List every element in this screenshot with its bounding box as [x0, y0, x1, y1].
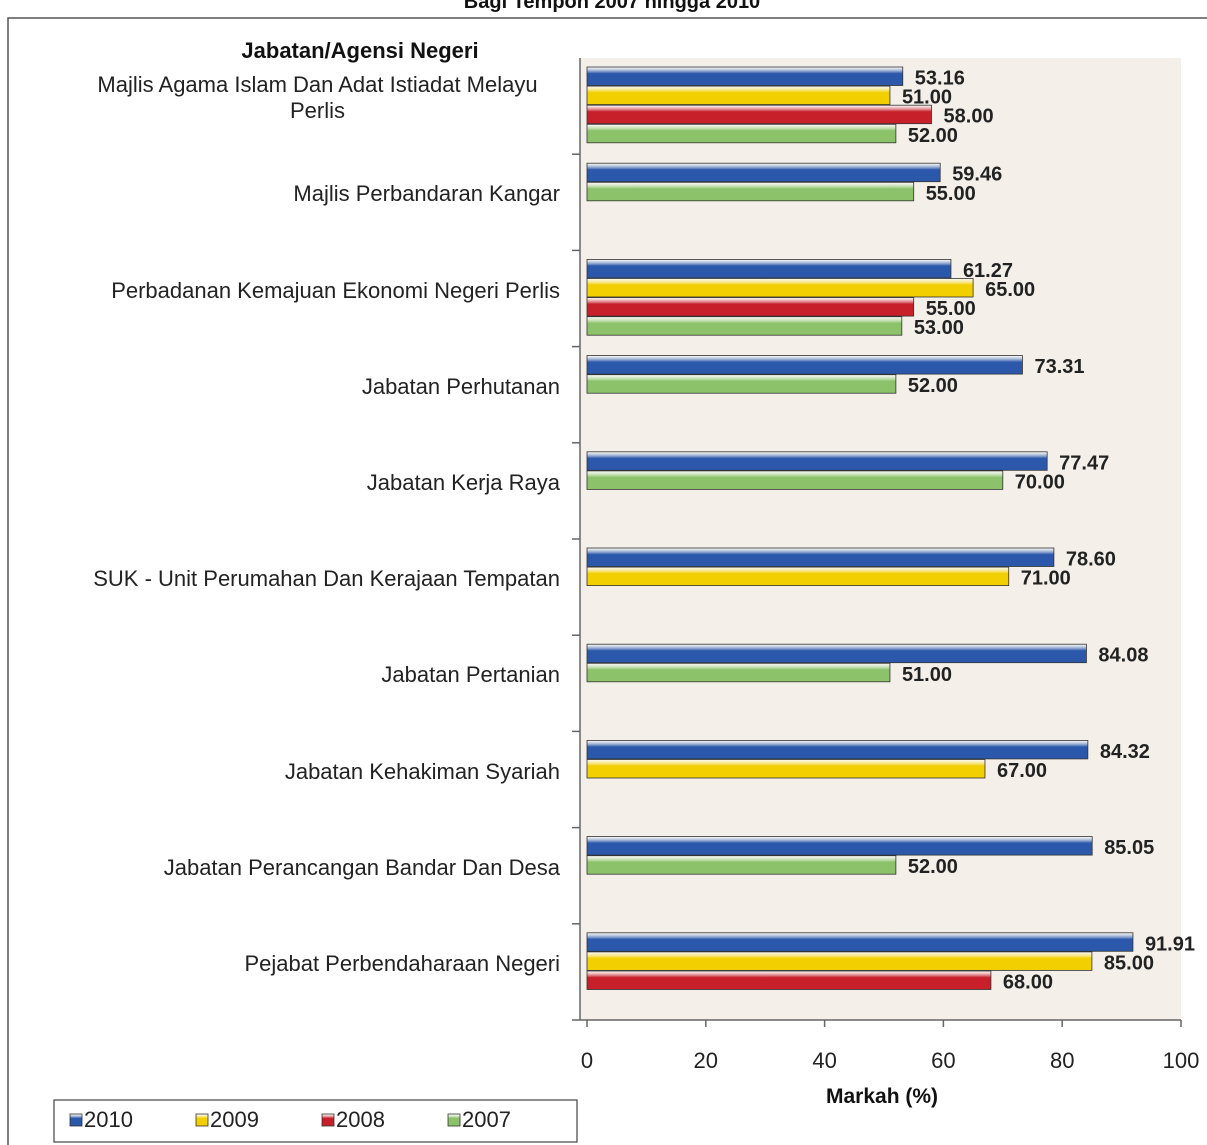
value-label: 52.00 [908, 375, 958, 397]
category-label: Jabatan Kerja Raya [60, 470, 560, 496]
category-label-text: Majlis Agama Islam Dan Adat Istiadat Mel… [97, 72, 538, 124]
value-label: 85.05 [1104, 837, 1154, 859]
x-tick-label: 20 [694, 1048, 718, 1073]
value-label: 53.00 [914, 317, 964, 339]
bar [586, 643, 1087, 664]
category-label: Jabatan Pertanian [60, 662, 560, 688]
bar [586, 759, 986, 779]
category-label: Perbadanan Kemajuan Ekonomi Negeri Perli… [60, 278, 560, 304]
legend-label: 2010 [84, 1107, 133, 1132]
value-label: 85.00 [1104, 952, 1154, 974]
bar [586, 740, 1089, 760]
value-label: 58.00 [944, 106, 994, 128]
value-label: 73.31 [1034, 356, 1084, 378]
bar [586, 316, 903, 336]
value-label: 55.00 [926, 298, 976, 320]
bar [586, 566, 1010, 586]
value-label: 51.00 [902, 87, 952, 109]
bar [586, 355, 1023, 375]
value-label: 84.08 [1098, 645, 1148, 667]
value-label: 84.32 [1100, 741, 1150, 763]
category-header: Jabatan/Agensi Negeri [241, 38, 478, 63]
bar [586, 932, 1134, 952]
category-label-text: Jabatan Kehakiman Syariah [284, 758, 560, 784]
category-label-text: Jabatan Pertanian [381, 662, 560, 688]
legend-swatch [69, 1113, 83, 1127]
category-label: Majlis Perbandaran Kangar [60, 181, 560, 207]
category-label: Jabatan Perhutanan [60, 374, 560, 400]
legend-label: 2009 [210, 1107, 259, 1132]
legend-swatch [321, 1113, 335, 1127]
bar [586, 258, 952, 279]
value-label: 55.00 [926, 183, 976, 205]
x-tick-label: 80 [1050, 1048, 1074, 1073]
value-label: 70.00 [1015, 471, 1065, 493]
chart-title: Bagi Tempoh 2007 hingga 2010 [464, 0, 760, 13]
value-label: 53.16 [915, 68, 965, 90]
legend-label: 2008 [336, 1107, 385, 1132]
category-label-text: SUK - Unit Perumahan Dan Kerajaan Tempat… [93, 566, 560, 592]
category-label: Pejabat Perbendaharaan Negeri [60, 951, 560, 977]
bar [586, 470, 1004, 490]
value-label: 68.00 [1003, 972, 1053, 994]
x-tick-label: 0 [581, 1048, 593, 1073]
value-label: 59.46 [952, 164, 1002, 186]
legend-swatch [195, 1113, 209, 1127]
bar [586, 85, 891, 105]
bar [586, 662, 891, 683]
bar [586, 855, 897, 875]
value-label: 78.60 [1066, 549, 1116, 571]
value-label: 52.00 [908, 125, 958, 147]
bar [586, 104, 932, 125]
legend-swatch [447, 1113, 461, 1127]
value-label: 61.27 [963, 260, 1013, 282]
x-tick-label: 60 [931, 1048, 955, 1073]
category-label: Majlis Agama Islam Dan Adat Istiadat Mel… [60, 72, 560, 124]
x-tick-label: 100 [1163, 1048, 1200, 1073]
category-label-text: Jabatan Perancangan Bandar Dan Desa [163, 854, 560, 880]
bar [586, 66, 904, 86]
bar [586, 970, 992, 990]
bar [586, 181, 915, 202]
value-label: 77.47 [1059, 452, 1109, 474]
category-label-text: Pejabat Perbendaharaan Negeri [244, 950, 560, 976]
bar [586, 374, 897, 394]
x-axis-label: Markah (%) [826, 1085, 938, 1108]
plot-area [580, 58, 1181, 1020]
value-label: 52.00 [908, 856, 958, 878]
value-label: 65.00 [985, 279, 1035, 301]
legend-box [53, 1099, 578, 1143]
bar [586, 297, 915, 317]
category-label-text: Majlis Perbandaran Kangar [293, 181, 560, 207]
category-label: SUK - Unit Perumahan Dan Kerajaan Tempat… [60, 566, 560, 592]
value-label: 71.00 [1021, 568, 1071, 590]
value-label: 91.91 [1145, 933, 1195, 955]
bar [586, 836, 1093, 856]
value-label: 51.00 [902, 664, 952, 686]
bar [586, 123, 897, 144]
bar [586, 547, 1055, 567]
x-tick-label: 40 [812, 1048, 836, 1073]
category-label-text: Jabatan Kerja Raya [366, 469, 560, 495]
legend-label: 2007 [462, 1107, 511, 1132]
bar [586, 278, 974, 298]
value-label: 67.00 [997, 760, 1047, 782]
bar [586, 162, 941, 183]
category-label-text: Perbadanan Kemajuan Ekonomi Negeri Perli… [111, 277, 560, 303]
bar [586, 451, 1048, 471]
category-label-text: Jabatan Perhutanan [361, 373, 560, 399]
category-label: Jabatan Kehakiman Syariah [60, 759, 560, 785]
bar [586, 951, 1093, 971]
category-label: Jabatan Perancangan Bandar Dan Desa [60, 855, 560, 881]
